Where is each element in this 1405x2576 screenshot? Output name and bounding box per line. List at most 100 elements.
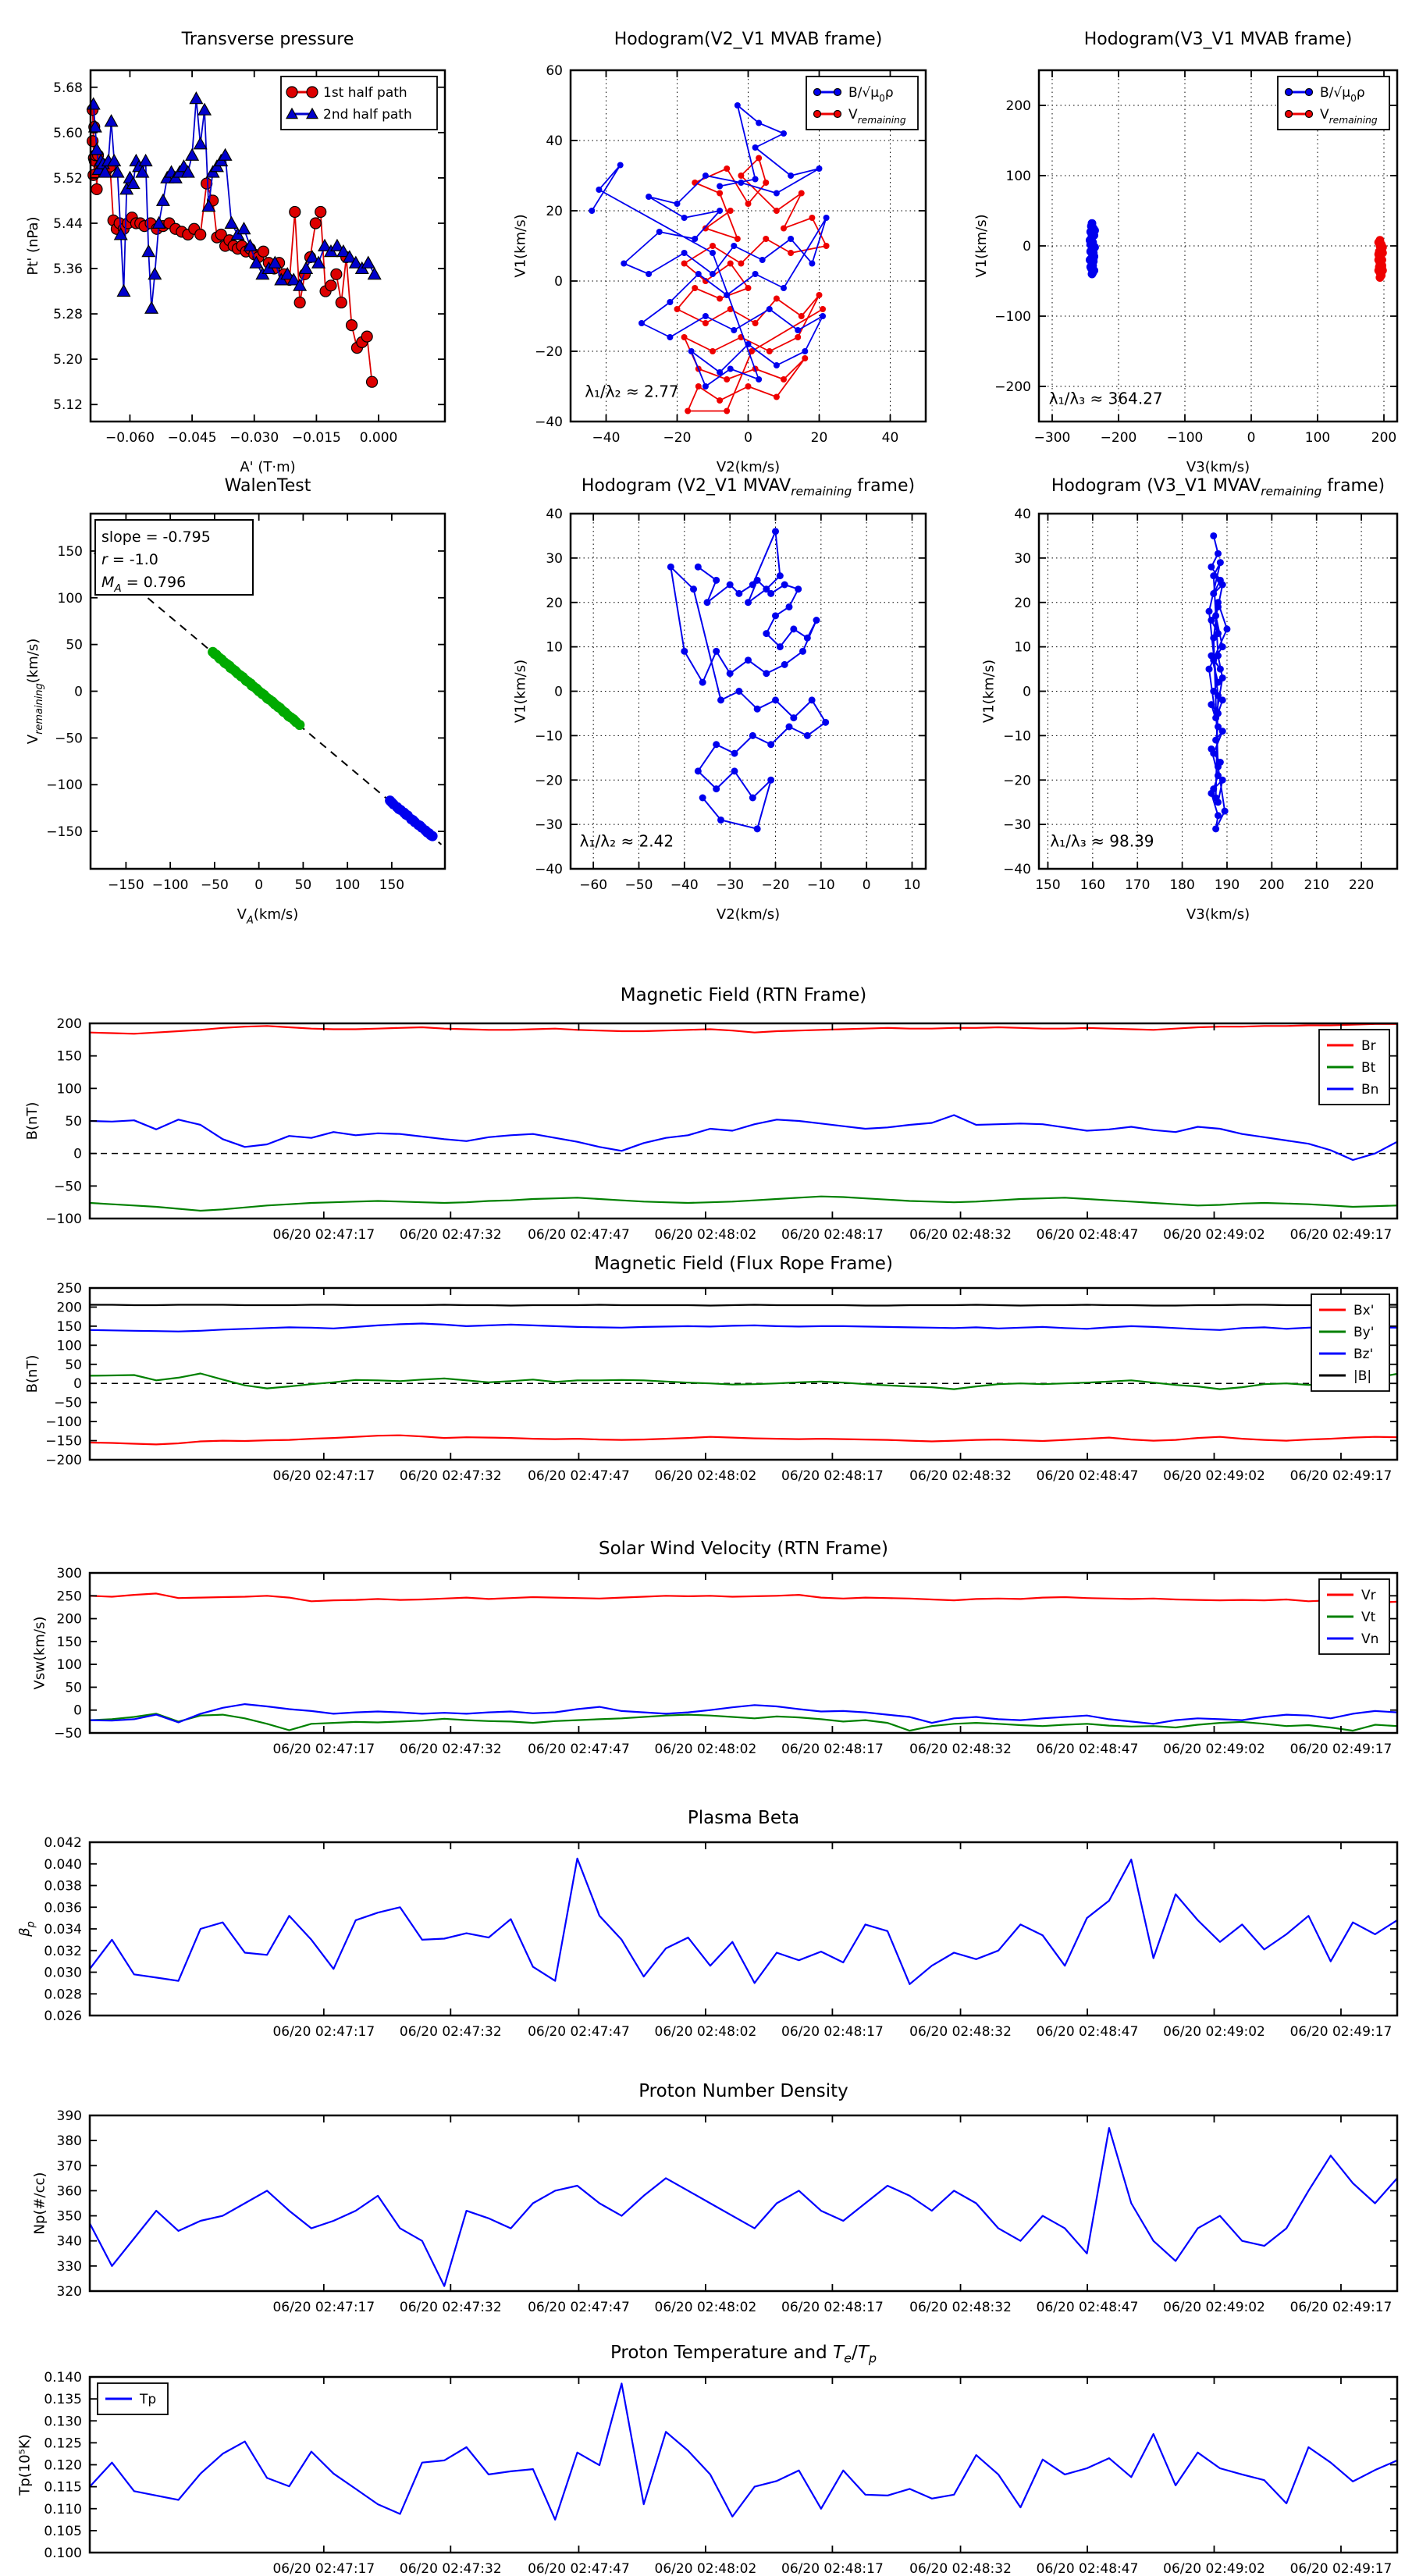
y-tick-label: 50 [65,1114,82,1130]
circle-marker [215,228,227,241]
y-tick-label: 0.040 [44,1857,82,1873]
x-tick-label: 06/20 02:49:17 [1290,1742,1393,1757]
x-tick-label: −40 [592,430,621,446]
ticks [90,2115,1397,2292]
y-tick-label: 250 [57,1589,82,1604]
legend-box [280,76,438,130]
y-axis-label: V1(km/s) [981,660,998,723]
triangle-marker [317,238,333,251]
dot-marker [802,348,809,354]
ticks [571,69,926,422]
x-tick-label: −20 [762,877,790,893]
dot-marker [717,397,724,404]
x-tick-label: 06/20 02:48:02 [655,1742,757,1757]
ticks [1039,513,1397,870]
x-tick-label: 06/20 02:47:47 [528,2024,630,2040]
y-tick-label: 370 [57,2158,82,2174]
dot-marker [1208,745,1215,753]
y-tick-label: 40 [546,507,563,522]
triangle-marker [107,153,122,167]
dot-marker [695,271,702,277]
x-tick-label: 100 [1305,430,1330,446]
x-tick-label: 06/20 02:48:17 [781,1742,884,1757]
x-tick-label: 06/20 02:48:47 [1037,1468,1139,1484]
dot-marker [727,260,734,267]
dot-marker [1088,229,1097,238]
panel-proton-temperature: 06/20 02:47:17 06/20 02:47:32 06/20 02:47:… [17,2370,1399,2576]
circle-marker [361,330,373,343]
y-tick-label: 40 [546,133,563,149]
x-axis-label: A' (T·m) [240,459,295,475]
y-tick-label: 30 [546,551,563,567]
panel-hodogram-v3v1-mvav: 150 160 170 180 190 200 210 220 40 30 20 10 0 −10 −20 −… [981,507,1399,923]
dot-marker [694,563,702,571]
dot-marker [745,656,752,664]
y-tick-label: 0.130 [44,2414,82,2429]
dot-marker [1216,665,1224,673]
series-middle [208,646,305,731]
y-axis-label: βp [17,1921,37,1937]
dot-marker [738,260,745,267]
dot-marker [752,271,759,277]
dot-marker [724,407,731,415]
eigenvalue-annotation: λ₁/λ₂ ≈ 2.77 [585,382,678,401]
dot-marker [1089,254,1098,263]
dot-marker [781,130,787,137]
x-tick-label: 06/20 02:49:02 [1163,1227,1265,1243]
dot-marker [702,173,709,179]
y-tick-label: −10 [1003,728,1031,744]
triangle-marker [311,255,326,269]
stats-line: slope = -0.795 [101,528,211,546]
dot-marker [407,815,418,826]
dot-marker [681,260,688,267]
x-tick-label: 06/20 02:49:17 [1290,2024,1393,2040]
axes-frame [88,2114,1399,2293]
dot-marker [710,271,716,277]
series-Vn [89,1703,1398,1725]
triangle-marker [361,255,375,269]
dot-marker [745,201,752,207]
series-line [89,1434,1398,1446]
axes-frame [88,1841,1399,2017]
legend-label: Bz' [1353,1347,1373,1362]
x-tick-label: −100 [1167,430,1204,446]
triangle-marker [141,244,156,258]
x-tick-label: 06/20 02:47:32 [400,1742,502,1757]
dot-marker [809,215,816,221]
dot-marker [667,299,674,305]
series-line [89,1857,1398,1985]
x-tick-label: 06/20 02:47:32 [400,1227,502,1243]
dot-marker [717,183,724,190]
triangle-marker [305,107,319,119]
y-tick-label: 200 [1006,98,1031,114]
y-tick-label: 150 [57,1319,82,1335]
x-tick-label: 06/20 02:48:02 [655,2300,757,2315]
panel-title-plasma-beta: Plasma Beta [687,1808,800,1828]
dot-marker [752,176,759,183]
dot-marker [1210,634,1218,642]
circle-marker [257,245,270,258]
dot-marker [710,243,716,249]
legend-label: 1st half path [323,85,407,101]
dot-marker [822,718,830,726]
series-b-alfven-cluster [1085,219,1099,279]
y-tick-label: 150 [57,1635,82,1650]
x-tick-label: −200 [1101,430,1137,446]
series-Bt [89,1195,1398,1212]
dot-marker [1378,243,1387,252]
dot-marker [776,572,784,580]
triangle-marker [138,153,153,167]
x-tick-label: 06/20 02:47:17 [272,1742,375,1757]
y-tick-label: 150 [58,544,83,560]
x-tick-label: 06/20 02:48:17 [781,1227,884,1243]
dot-marker [749,581,756,589]
dot-marker [1377,264,1386,273]
dot-marker [753,576,761,584]
y-tick-label: 0.135 [44,2392,82,2407]
dot-marker [731,749,738,757]
y-tick-label: 0.110 [44,2502,82,2517]
series-line [89,1023,1397,1035]
dot-marker [1215,630,1222,638]
dot-marker [833,109,842,119]
